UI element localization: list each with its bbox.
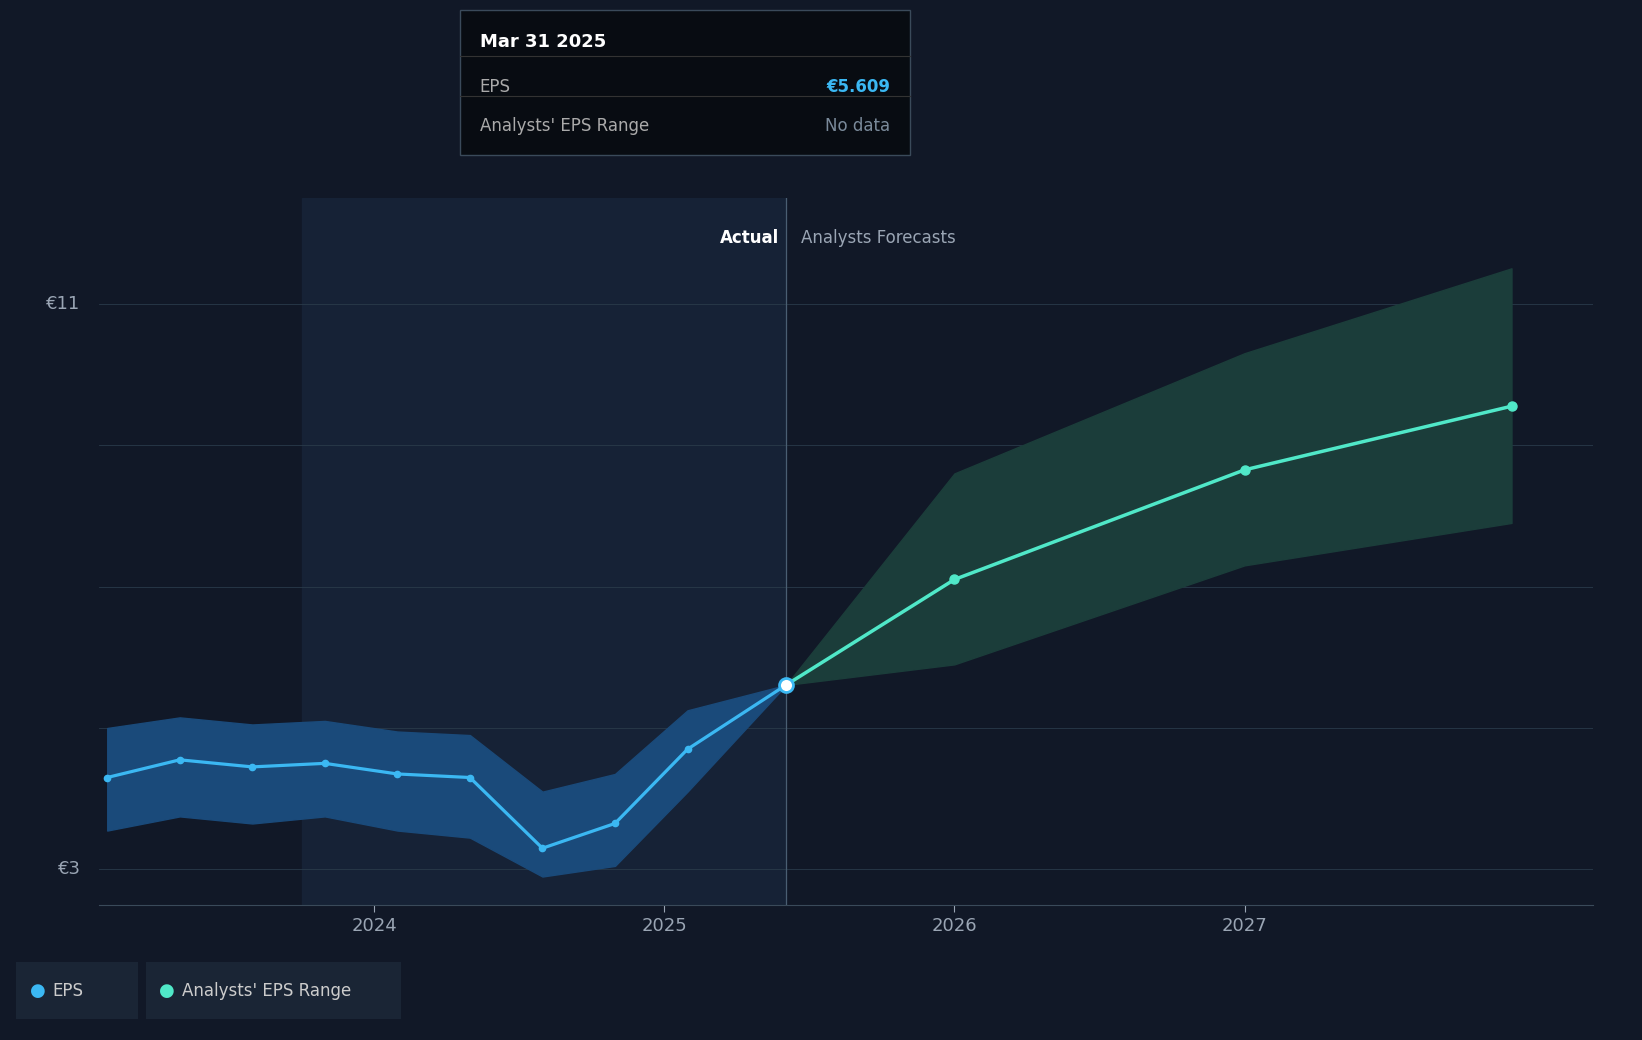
Text: Actual: Actual — [719, 230, 778, 248]
Text: ●: ● — [159, 982, 176, 999]
Text: Analysts Forecasts: Analysts Forecasts — [801, 230, 956, 248]
Text: Mar 31 2025: Mar 31 2025 — [479, 33, 606, 51]
Text: Analysts' EPS Range: Analysts' EPS Range — [182, 982, 351, 999]
Text: No data: No data — [826, 118, 890, 135]
Text: ●: ● — [30, 982, 46, 999]
Text: €5.609: €5.609 — [826, 78, 890, 96]
Text: €3: €3 — [57, 860, 80, 879]
Text: EPS: EPS — [53, 982, 84, 999]
Text: €11: €11 — [46, 294, 80, 313]
Text: EPS: EPS — [479, 78, 511, 96]
Bar — [302, 198, 787, 905]
Text: Analysts' EPS Range: Analysts' EPS Range — [479, 118, 649, 135]
